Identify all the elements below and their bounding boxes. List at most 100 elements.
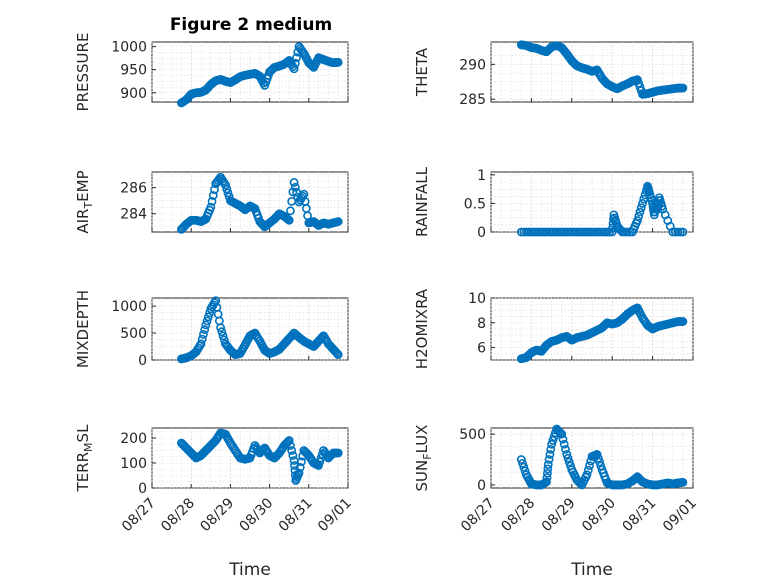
data-point <box>333 57 343 67</box>
subplot-pressure: 900 950 1000 PRESSURE <box>74 33 349 112</box>
data-point <box>678 227 688 237</box>
data-point <box>332 348 342 358</box>
y-tick-label: 290 <box>459 57 486 73</box>
data-point <box>216 323 225 333</box>
data-point <box>583 465 593 475</box>
data-point <box>297 457 306 467</box>
data-point <box>548 436 558 445</box>
x-axis-label: Time <box>228 560 271 580</box>
data-points <box>516 424 688 490</box>
data-point <box>286 206 295 216</box>
data-point <box>197 334 207 344</box>
y-ticks: 284 286 <box>120 181 156 223</box>
data-point <box>543 460 553 470</box>
grid <box>490 42 694 102</box>
data-point <box>283 214 293 224</box>
data-point <box>315 457 325 467</box>
y-tick-label: 1000 <box>111 40 147 56</box>
data-point <box>561 444 570 454</box>
data-points <box>176 296 343 364</box>
data-point <box>542 468 552 478</box>
data-point <box>607 227 617 237</box>
x-tick-label: 08/28 <box>498 495 538 535</box>
data-point <box>333 448 343 458</box>
data-point <box>292 53 301 63</box>
data-point <box>549 432 559 442</box>
x-tick-label: 08/28 <box>158 495 198 535</box>
y-tick-label: 500 <box>120 326 147 342</box>
data-points <box>516 40 688 99</box>
data-point <box>286 441 295 450</box>
data-point <box>314 461 323 470</box>
data-point <box>201 320 211 330</box>
subplot-terr-msl: 0 100 200 08/27 08/28 08/29 08/30 08/31 09/01 Tim… <box>74 424 355 580</box>
data-point <box>284 215 294 225</box>
grid <box>151 42 349 102</box>
y-tick-label: 10 <box>468 291 486 307</box>
data-point <box>542 473 552 482</box>
data-points <box>516 303 688 364</box>
data-point <box>554 427 564 436</box>
data-point <box>208 191 218 200</box>
data-point <box>289 64 299 74</box>
y-tick-label: 286 <box>120 181 147 197</box>
x-tick-label: 08/27 <box>458 495 498 535</box>
data-point <box>585 461 594 471</box>
data-point <box>638 199 647 208</box>
data-point <box>200 325 210 335</box>
x-ticks <box>490 98 694 102</box>
data-point <box>564 457 574 467</box>
y-tick-label: 8 <box>477 316 486 332</box>
data-points <box>176 42 343 108</box>
x-tick-label: 08/31 <box>276 495 316 535</box>
data-point <box>206 202 216 212</box>
y-tick-label: 0 <box>477 225 486 241</box>
data-point <box>633 216 642 225</box>
data-point <box>221 180 230 190</box>
y-ticks: 285 290 <box>459 57 495 108</box>
x-ticks <box>490 356 694 360</box>
y-axis-label: THETA <box>413 47 431 97</box>
grid <box>151 298 349 361</box>
data-point <box>207 196 217 206</box>
data-point <box>518 458 527 468</box>
y-axis-label: RAINFALL <box>413 166 431 237</box>
x-tick-label: 09/01 <box>660 495 700 535</box>
data-point <box>544 455 554 464</box>
data-point <box>636 203 646 213</box>
y-axis-label: SUNFLUX <box>413 425 434 492</box>
x-tick-label: 08/30 <box>579 495 619 535</box>
y-tick-label: 1000 <box>111 299 147 315</box>
y-tick-label: 200 <box>120 431 147 447</box>
data-point <box>288 187 298 197</box>
y-tick-label: 1 <box>477 168 486 184</box>
data-point <box>333 350 343 360</box>
data-point <box>678 478 688 487</box>
data-point <box>290 182 300 192</box>
data-point <box>558 434 568 444</box>
y-ticks: 900 950 1000 <box>111 40 156 102</box>
data-point <box>290 461 299 470</box>
data-points <box>176 172 343 234</box>
subplot-theta: 285 290 THETA <box>413 40 694 108</box>
subplot-sun-flux: 0 500 08/27 08/28 08/29 08/30 08/31 09/01 Time SU… <box>413 425 700 580</box>
data-point <box>516 455 526 464</box>
y-tick-label: 284 <box>120 207 147 223</box>
x-ticks: 08/27 08/28 08/29 08/30 08/31 09/01 <box>119 484 355 535</box>
data-point <box>563 453 573 463</box>
data-point <box>199 329 208 339</box>
y-axis-label: PRESSURE <box>74 33 92 112</box>
data-point <box>635 207 645 217</box>
data-point <box>289 178 299 187</box>
y-ticks: 00.51 <box>464 168 495 241</box>
data-point <box>562 450 572 459</box>
data-points <box>176 428 343 485</box>
y-tick-label: 0.5 <box>464 196 486 212</box>
data-point <box>294 468 304 478</box>
y-tick-label: 900 <box>120 86 147 102</box>
data-point <box>202 316 212 326</box>
data-point <box>333 217 343 226</box>
y-axis-label: MIXDEPTH <box>74 290 92 368</box>
